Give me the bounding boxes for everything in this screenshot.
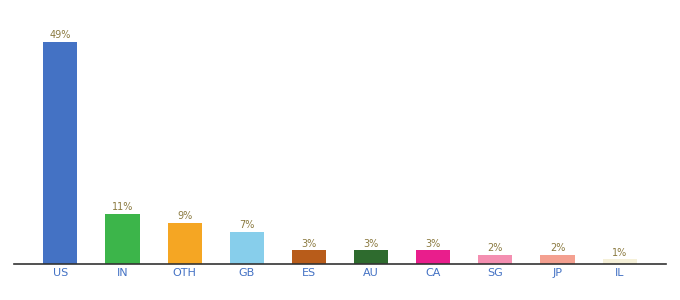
Text: 3%: 3% [301, 238, 317, 249]
Bar [541, 255, 575, 264]
Bar [478, 255, 513, 264]
Text: 3%: 3% [363, 238, 379, 249]
Bar [230, 232, 264, 264]
Bar [44, 42, 78, 264]
Text: 3%: 3% [426, 238, 441, 249]
Bar [416, 250, 450, 264]
Text: 11%: 11% [112, 202, 133, 212]
Bar [292, 250, 326, 264]
Bar [602, 260, 636, 264]
Text: 2%: 2% [488, 243, 503, 253]
Bar [167, 223, 202, 264]
Text: 1%: 1% [612, 248, 627, 258]
Text: 7%: 7% [239, 220, 254, 230]
Text: 2%: 2% [550, 243, 565, 253]
Text: 9%: 9% [177, 212, 192, 221]
Bar [105, 214, 139, 264]
Bar [354, 250, 388, 264]
Text: 49%: 49% [50, 30, 71, 40]
